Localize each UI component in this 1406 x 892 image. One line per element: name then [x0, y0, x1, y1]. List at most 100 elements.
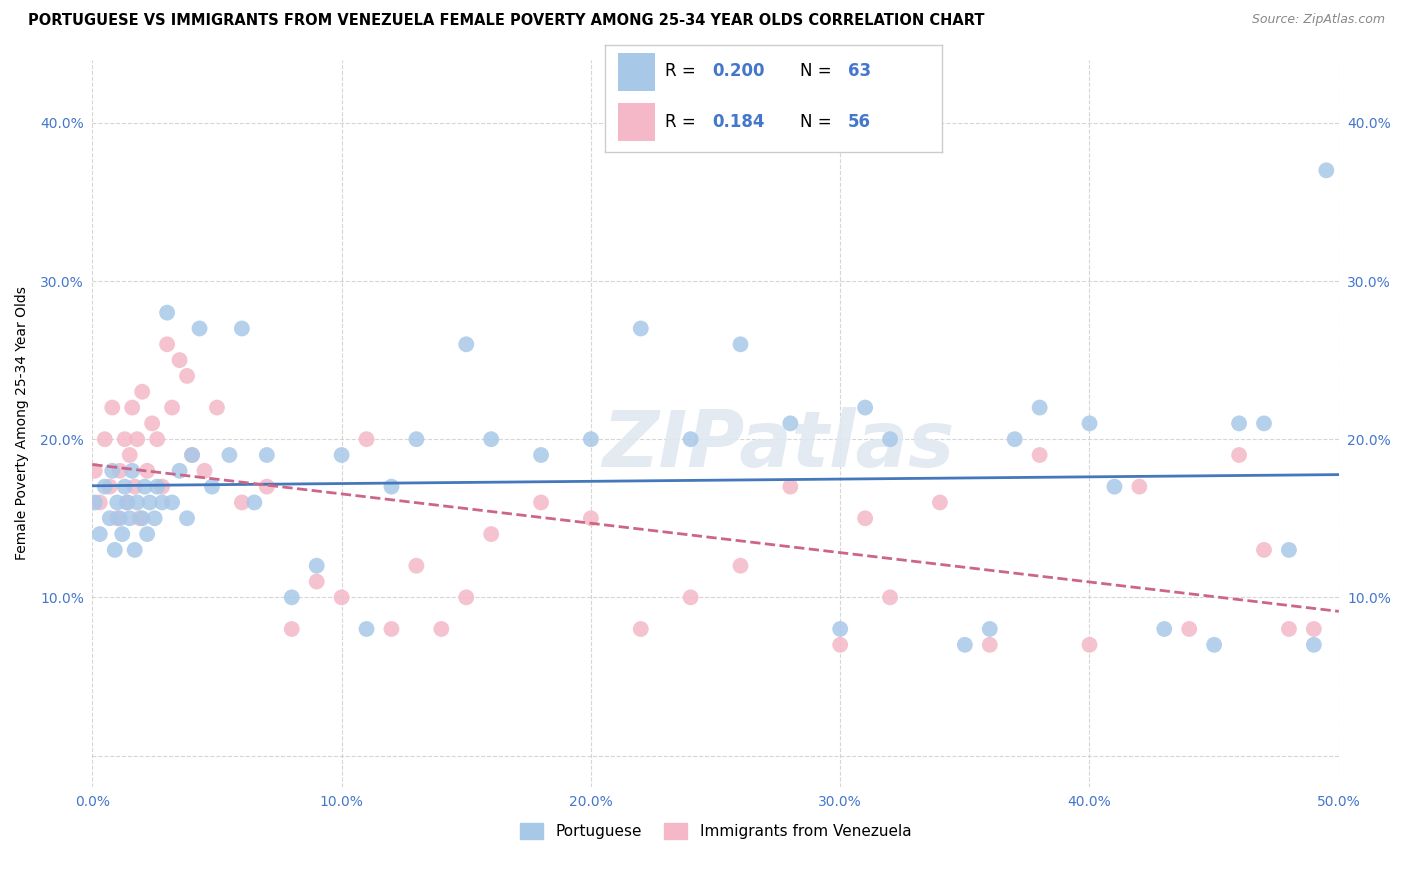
Point: [853, 511, 876, 525]
Point: [188, 321, 211, 335]
Point: [830, 638, 852, 652]
Point: [105, 511, 128, 525]
Point: [1204, 638, 1226, 652]
Point: [181, 448, 204, 462]
Point: [105, 495, 128, 509]
Text: PORTUGUESE VS IMMIGRANTS FROM VENEZUELA FEMALE POVERTY AMONG 25-34 YEAR OLDS COR: PORTUGUESE VS IMMIGRANTS FROM VENEZUELA …: [28, 13, 984, 29]
Point: [156, 337, 179, 351]
Point: [356, 622, 378, 636]
Bar: [619, 103, 655, 141]
Point: [1302, 638, 1324, 652]
Point: [218, 448, 240, 462]
Point: [83, 464, 105, 478]
Point: [156, 306, 179, 320]
Point: [679, 432, 702, 446]
Point: [1078, 417, 1101, 431]
Point: [305, 558, 328, 573]
Point: [146, 432, 169, 446]
Point: [104, 542, 127, 557]
Point: [530, 448, 553, 462]
Point: [150, 480, 173, 494]
Point: [141, 417, 163, 431]
Point: [136, 464, 159, 478]
Point: [138, 495, 160, 509]
Point: [101, 401, 124, 415]
Point: [94, 480, 117, 494]
Point: [169, 464, 191, 478]
Point: [114, 480, 136, 494]
Point: [679, 591, 702, 605]
Point: [356, 432, 378, 446]
Point: [630, 622, 652, 636]
Point: [879, 591, 901, 605]
Point: [1227, 448, 1250, 462]
Point: [176, 368, 198, 383]
Point: [127, 495, 149, 509]
Point: [160, 401, 183, 415]
Point: [89, 527, 111, 541]
Point: [205, 401, 228, 415]
Point: [1227, 417, 1250, 431]
Point: [111, 527, 134, 541]
Point: [1278, 622, 1301, 636]
Point: [193, 464, 215, 478]
Point: [1028, 448, 1050, 462]
Point: [256, 448, 278, 462]
Point: [456, 591, 478, 605]
Point: [730, 337, 752, 351]
Point: [118, 448, 141, 462]
Point: [1128, 480, 1150, 494]
Point: [579, 511, 602, 525]
Text: 0.184: 0.184: [713, 112, 765, 130]
Point: [169, 353, 191, 368]
Point: [150, 495, 173, 509]
Point: [1028, 401, 1050, 415]
Point: [330, 448, 353, 462]
Point: [281, 622, 304, 636]
Point: [1004, 432, 1026, 446]
Text: R =: R =: [665, 112, 702, 130]
Point: [121, 401, 143, 415]
Text: 0.200: 0.200: [713, 62, 765, 80]
Point: [979, 622, 1001, 636]
Point: [231, 495, 253, 509]
Text: N =: N =: [800, 112, 837, 130]
Point: [201, 480, 224, 494]
Point: [124, 542, 146, 557]
Point: [456, 337, 478, 351]
Point: [118, 511, 141, 525]
Point: [479, 527, 502, 541]
Point: [330, 591, 353, 605]
Point: [115, 495, 138, 509]
Point: [380, 622, 402, 636]
Point: [181, 448, 204, 462]
Point: [231, 321, 253, 335]
Point: [1302, 622, 1324, 636]
Point: [929, 495, 952, 509]
Point: [136, 527, 159, 541]
Point: [305, 574, 328, 589]
Text: Source: ZipAtlas.com: Source: ZipAtlas.com: [1251, 13, 1385, 27]
Point: [630, 321, 652, 335]
Point: [430, 622, 453, 636]
Text: N =: N =: [800, 62, 837, 80]
Point: [143, 511, 166, 525]
Point: [131, 384, 153, 399]
Point: [160, 495, 183, 509]
Point: [380, 480, 402, 494]
Text: 63: 63: [848, 62, 870, 80]
Point: [579, 432, 602, 446]
Point: [128, 511, 150, 525]
Point: [124, 480, 146, 494]
Point: [134, 480, 156, 494]
Point: [146, 480, 169, 494]
Point: [121, 464, 143, 478]
Point: [176, 511, 198, 525]
Point: [1278, 542, 1301, 557]
Point: [114, 432, 136, 446]
Point: [779, 417, 801, 431]
Point: [1178, 622, 1201, 636]
Point: [405, 558, 427, 573]
Point: [83, 495, 105, 509]
Point: [108, 511, 131, 525]
